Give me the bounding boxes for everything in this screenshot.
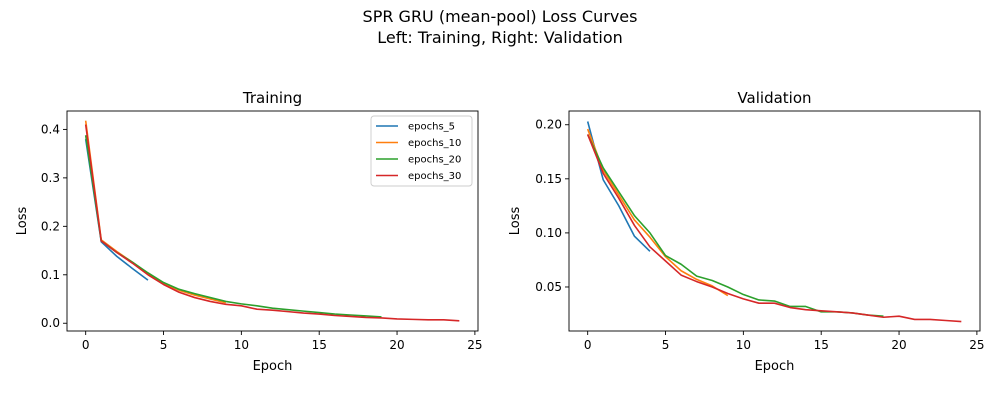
figure-title-line2: Left: Training, Right: Validation [377, 28, 623, 47]
x-tick-label: 25 [467, 338, 482, 352]
x-tick-label: 20 [891, 338, 906, 352]
axes-title: Training [242, 89, 302, 107]
axes-frame [568, 110, 981, 332]
y-tick-label: 0.15 [535, 172, 562, 186]
axes-title: Validation [737, 89, 811, 107]
validation-panel: Validation 0 5 10 15 20 25 0.05 0.10 0.15 0.20 Epoc… [508, 89, 985, 374]
training-panel: Training 0 5 10 15 20 25 0.0 0.1 0.2 0.3 0.4 Epoch Lo… [15, 89, 483, 374]
x-tick-label: 15 [814, 338, 829, 352]
x-tick-label: 15 [312, 338, 327, 352]
series-line-epochs_10 [586, 128, 729, 297]
x-tick-label: 0 [584, 338, 592, 352]
series-line-epochs_20 [84, 135, 382, 318]
figure-title-line1: SPR GRU (mean-pool) Loss Curves [363, 7, 638, 26]
y-tick-label: 0.10 [535, 226, 562, 240]
legend: epochs_5 epochs_10 epochs_20 epochs_30 [370, 115, 473, 187]
y-tick-label: 0.05 [535, 280, 562, 294]
legend-label-epochs_30: epochs_30 [408, 171, 461, 182]
x-tick-label: 5 [662, 338, 670, 352]
y-axis-label: Loss [15, 207, 30, 236]
x-tick-label: 25 [969, 338, 984, 352]
x-tick-label: 5 [160, 338, 168, 352]
series-line-epochs_30 [84, 124, 460, 322]
x-tick-label: 0 [82, 338, 90, 352]
x-axis-label: Epoch [253, 359, 293, 374]
x-tick-label: 10 [736, 338, 751, 352]
legend-label-epochs_10: epochs_10 [408, 138, 461, 149]
x-axis-label: Epoch [755, 359, 795, 374]
y-tick-label: 0.0 [41, 316, 60, 330]
legend-label-epochs_5: epochs_5 [408, 122, 455, 133]
y-axis-label: Loss [508, 207, 523, 236]
legend-label-epochs_20: epochs_20 [408, 155, 461, 166]
x-tick-label: 10 [234, 338, 249, 352]
y-tick-label: 0.2 [41, 219, 60, 233]
series-line-epochs_30 [586, 134, 962, 323]
x-tick-label: 20 [389, 338, 404, 352]
axes-frame [66, 110, 479, 332]
y-tick-label: 0.1 [41, 268, 60, 282]
legend-box [370, 115, 473, 187]
y-tick-label: 0.20 [535, 118, 562, 132]
y-tick-label: 0.4 [41, 122, 60, 136]
y-tick-label: 0.3 [41, 171, 60, 185]
